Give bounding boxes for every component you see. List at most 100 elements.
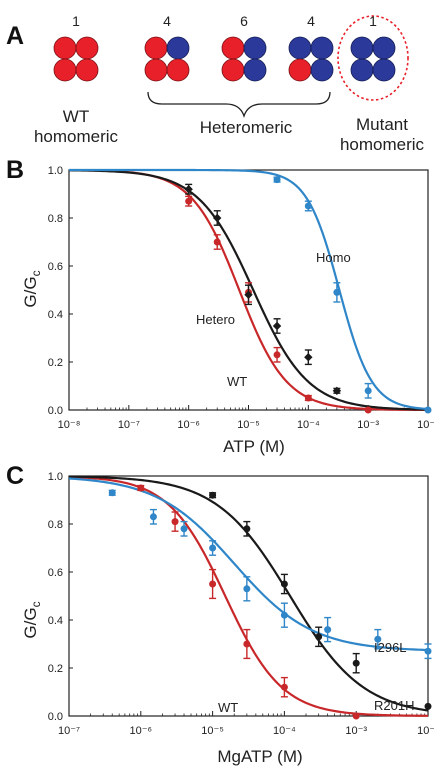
- data-point-homo: [424, 406, 432, 414]
- subunit-mutant: [350, 36, 374, 60]
- data-point-i296l: [149, 513, 157, 521]
- subunit-mutant: [310, 58, 334, 82]
- data-point-i296l: [374, 635, 382, 643]
- data-point-wt: [364, 406, 372, 414]
- count-hetero-1: 4: [163, 13, 171, 29]
- y-tick-label: 0.0: [48, 405, 63, 417]
- count-mutant: 1: [369, 13, 377, 29]
- data-point-r201h: [280, 580, 288, 588]
- data-point-i296l: [424, 647, 432, 655]
- data-point-r201h: [315, 633, 323, 641]
- y-tick-label: 0.8: [48, 213, 63, 225]
- data-point-wt: [213, 238, 221, 246]
- subunit-mutant: [166, 36, 190, 60]
- x-tick-label: 10⁻⁸: [58, 419, 81, 431]
- y-tick-label: 1.0: [48, 165, 63, 177]
- subunit-wt-3: [53, 58, 77, 82]
- count-wt: 1: [72, 13, 80, 29]
- x-tick-label: 10⁻³: [345, 725, 367, 737]
- y-tick-label: 0.8: [48, 519, 63, 531]
- x-tick-label: 10⁻⁷: [118, 419, 140, 431]
- fit-curve-hetero: [68, 169, 429, 411]
- label-mutant-line2: homomeric: [340, 135, 425, 154]
- chart-b-x-axis-label: ATP (M): [223, 437, 285, 456]
- fit-curve-wt: [68, 475, 429, 717]
- channel-group-hetero-2: 6: [221, 13, 267, 82]
- panel-a: A 1 4 6 4: [6, 13, 425, 154]
- panel-c: C G/Gc 0.0 0.2 0.4 0.6 0.8 1.0 10⁻⁷ 10⁻⁶ 10⁻⁵ 10⁻…: [6, 462, 434, 766]
- data-point-i296l: [209, 544, 217, 552]
- chart-c-frame: [68, 475, 429, 717]
- data-point-i296l: [108, 489, 116, 497]
- series-label-i296l: I296L: [374, 640, 407, 655]
- y-tick-label: 0.6: [48, 261, 63, 273]
- series-label-wt: WT: [227, 374, 247, 389]
- subunit-mutant: [372, 36, 396, 60]
- x-tick-label: 10⁻⁵: [237, 419, 260, 431]
- mutant-highlight-outline: [337, 15, 409, 101]
- panel-a-letter: A: [6, 22, 24, 50]
- data-point-wt: [352, 712, 360, 720]
- chart-b-y-axis-label: G/Gc: [21, 270, 43, 307]
- data-point-hetero: [332, 386, 342, 395]
- data-point-homo: [273, 176, 281, 184]
- channel-group-hetero-3: 4: [288, 13, 334, 82]
- data-point-wt: [280, 683, 288, 691]
- subunit-mutant: [372, 58, 396, 82]
- heteromeric-brace: [147, 91, 331, 119]
- x-tick-label: 10⁻⁷: [58, 725, 80, 737]
- y-tick-label: 0.4: [48, 309, 63, 321]
- subunit-wt: [221, 36, 245, 60]
- channel-group-wt: 1: [53, 13, 99, 82]
- y-tick-label: 0.2: [48, 357, 63, 369]
- chart-c-y-axis-label: G/Gc: [21, 601, 43, 638]
- subunit-mutant: [243, 58, 267, 82]
- x-tick-label: 10⁻⁶: [177, 419, 200, 431]
- y-tick-label: 0.6: [48, 567, 63, 579]
- x-tick-label: 10⁻⁶: [130, 725, 153, 737]
- subunit-mutant: [288, 36, 312, 60]
- subunit-wt-1: [53, 36, 77, 60]
- data-point-i296l: [180, 525, 188, 533]
- x-tick-label: 10⁻²: [417, 725, 434, 737]
- data-point-hetero: [272, 321, 282, 331]
- data-point-wt: [137, 484, 145, 492]
- data-point-r201h: [209, 491, 217, 499]
- chart-b-plot: 0.0 0.2 0.4 0.6 0.8 1.0 10⁻⁸ 10⁻⁷ 10⁻⁶ 10⁻⁵ 10⁻⁴ 10…: [48, 165, 434, 431]
- fit-curve-homo: [69, 168, 429, 411]
- data-point-homo: [333, 288, 341, 296]
- data-point-wt: [185, 197, 193, 205]
- y-tick-label: 0.4: [48, 615, 63, 627]
- data-point-r201h: [352, 659, 360, 667]
- chart-c-x-axis-label: MgATP (M): [217, 747, 302, 766]
- label-wt-line2: homomeric: [34, 127, 119, 146]
- panel-c-letter: C: [6, 462, 24, 490]
- fit-curve-r201h: [68, 475, 429, 712]
- subunit-wt-2: [75, 36, 99, 60]
- subunit-mutant: [350, 58, 374, 82]
- subunit-wt: [288, 58, 312, 82]
- subunit-wt-4: [75, 58, 99, 82]
- count-hetero-3: 4: [307, 13, 315, 29]
- label-heteromeric: Heteromeric: [200, 118, 293, 137]
- label-mutant-line1: Mutant: [356, 115, 408, 134]
- y-tick-label: 0.0: [48, 711, 63, 723]
- subunit-wt: [144, 36, 168, 60]
- x-tick-label: 10⁻⁴: [297, 419, 320, 431]
- channel-group-mutant: 1: [337, 13, 409, 101]
- panel-b-letter: B: [6, 156, 24, 184]
- data-point-wt: [304, 394, 312, 402]
- series-label-hetero: Hetero: [196, 312, 235, 327]
- series-label-wt: WT: [218, 700, 238, 715]
- data-point-r201h: [424, 702, 432, 710]
- data-point-r201h: [243, 525, 251, 533]
- label-wt-line1: WT: [63, 107, 89, 126]
- fit-curve-i296l: [68, 477, 429, 652]
- series-label-homo: Homo: [316, 250, 351, 265]
- data-point-i296l: [243, 585, 251, 593]
- y-tick-label: 0.2: [48, 663, 63, 675]
- data-point-homo: [304, 202, 312, 210]
- subunit-mutant: [243, 36, 267, 60]
- x-tick-label: 10⁻⁴: [273, 725, 296, 737]
